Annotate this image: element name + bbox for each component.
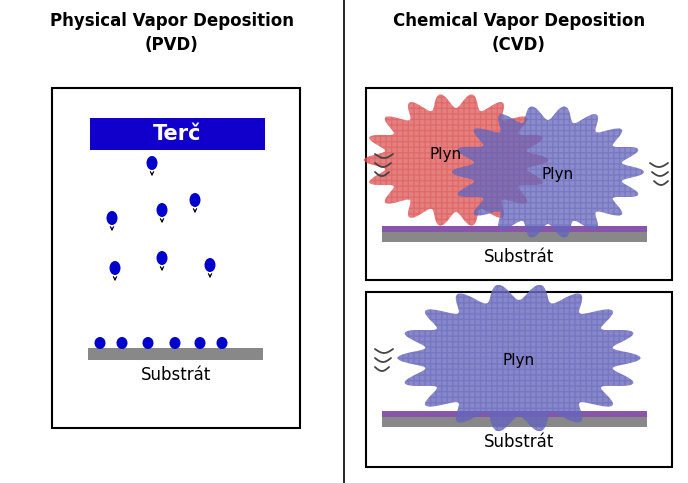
- Text: Plyn: Plyn: [430, 147, 462, 162]
- Ellipse shape: [147, 156, 158, 170]
- Text: Physical Vapor Deposition
(PVD): Physical Vapor Deposition (PVD): [50, 12, 294, 54]
- Text: Substrát: Substrát: [484, 248, 554, 266]
- Ellipse shape: [94, 337, 105, 349]
- Bar: [382, 226, 647, 232]
- Bar: [382, 411, 647, 417]
- Ellipse shape: [195, 337, 206, 349]
- Text: Plyn: Plyn: [503, 353, 535, 368]
- Text: Substrát: Substrát: [484, 433, 554, 451]
- Bar: [382, 230, 647, 242]
- Text: Terč: Terč: [153, 124, 202, 144]
- Ellipse shape: [189, 193, 200, 207]
- Ellipse shape: [116, 337, 127, 349]
- Bar: [52, 88, 300, 428]
- Bar: [366, 88, 672, 280]
- Bar: [90, 118, 265, 150]
- Ellipse shape: [107, 211, 118, 225]
- Bar: [382, 415, 647, 427]
- Ellipse shape: [142, 337, 153, 349]
- Ellipse shape: [156, 203, 167, 217]
- Ellipse shape: [217, 337, 228, 349]
- Ellipse shape: [109, 261, 120, 275]
- Polygon shape: [452, 106, 644, 238]
- Text: Substrát: Substrát: [140, 366, 211, 384]
- Ellipse shape: [169, 337, 180, 349]
- Polygon shape: [364, 94, 548, 226]
- Text: Plyn: Plyn: [542, 168, 574, 183]
- Text: Chemical Vapor Deposition
(CVD): Chemical Vapor Deposition (CVD): [393, 12, 645, 54]
- Bar: [366, 292, 672, 467]
- Polygon shape: [398, 285, 641, 431]
- Bar: [88, 348, 263, 360]
- Ellipse shape: [204, 258, 215, 272]
- Ellipse shape: [156, 251, 167, 265]
